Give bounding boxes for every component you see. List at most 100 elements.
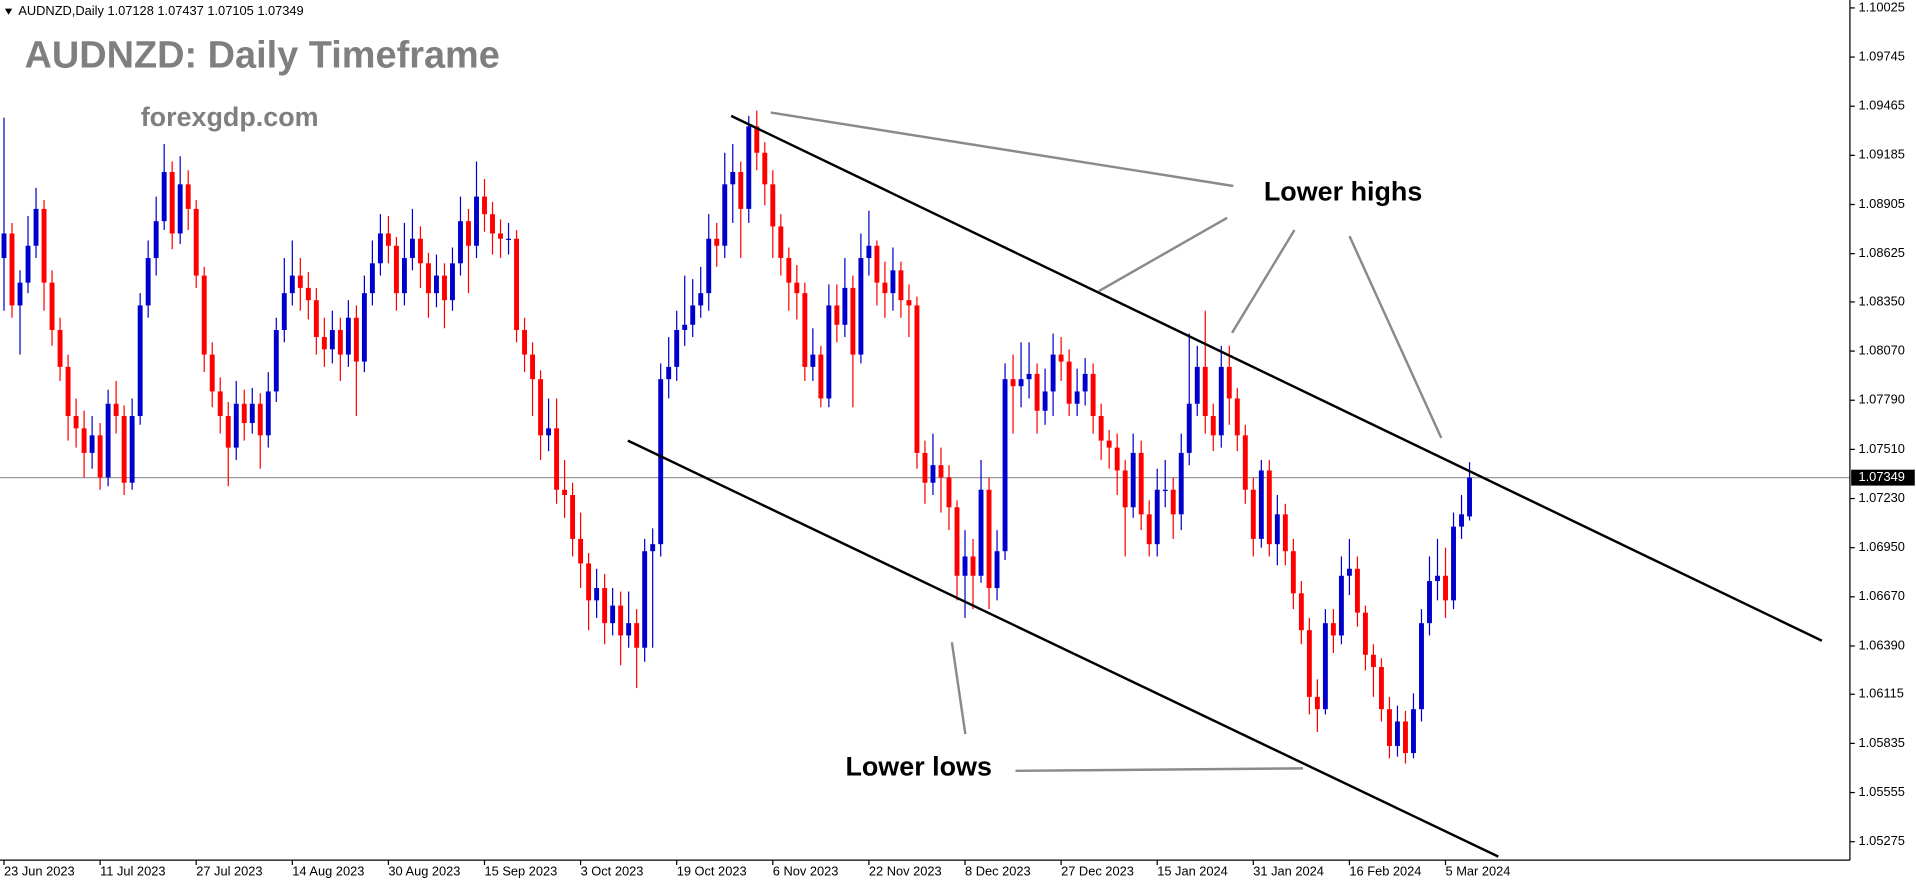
annotation: Lower highs <box>1264 176 1422 206</box>
candle-body <box>121 416 127 483</box>
candle-body <box>738 172 744 209</box>
price-label-box <box>1851 469 1915 486</box>
candle-body <box>65 366 71 417</box>
candle-body <box>922 452 928 483</box>
candle-body <box>73 416 79 429</box>
candle-body <box>1290 551 1296 594</box>
candle-body <box>1154 489 1160 545</box>
candle-body <box>1114 447 1120 471</box>
x-tick-label: 23 Jun 2023 <box>4 864 75 879</box>
candle-body <box>1387 709 1392 747</box>
y-tick-label: 1.07790 <box>1858 392 1904 407</box>
candle-body <box>417 238 423 264</box>
candle-body <box>281 293 287 331</box>
candle-body <box>594 588 600 601</box>
candle-body <box>113 403 119 417</box>
candle-body <box>898 270 904 301</box>
candle-body <box>193 208 199 276</box>
candle-body <box>682 324 688 331</box>
pointer-line <box>1098 216 1228 293</box>
candle-body <box>1202 366 1208 417</box>
candle-body <box>1258 470 1264 539</box>
candle-body <box>1443 575 1448 601</box>
candle-body <box>706 238 712 294</box>
candle-body <box>25 245 31 283</box>
candle-body <box>1322 623 1328 710</box>
chart-subtitle: forexgdp.com <box>141 102 319 132</box>
y-tick-label: 1.10025 <box>1858 0 1904 14</box>
x-tick-label: 27 Dec 2023 <box>1061 864 1134 879</box>
candle-body <box>1403 721 1408 754</box>
candle-body <box>450 263 455 301</box>
candle-body <box>161 172 167 222</box>
candle-body <box>882 282 888 294</box>
candle-body <box>466 221 471 246</box>
y-tick-label: 1.09465 <box>1858 98 1904 113</box>
y-tick-label: 1.05275 <box>1858 833 1904 848</box>
y-tick-label: 1.07230 <box>1858 490 1904 505</box>
candle-body <box>1002 379 1008 552</box>
candle-body <box>562 489 568 496</box>
candle-body <box>1274 514 1280 545</box>
candle-body <box>1042 391 1048 411</box>
candle-body <box>361 293 367 362</box>
candle-body <box>201 275 207 355</box>
trend-line <box>730 114 1823 642</box>
candle-body <box>658 379 664 545</box>
y-tick-label: 1.07510 <box>1858 441 1904 456</box>
candle-body <box>57 330 63 367</box>
candle-body <box>530 354 536 380</box>
candle-body <box>1178 452 1184 515</box>
candle-body <box>1378 667 1384 710</box>
candle-body <box>209 354 215 392</box>
candle-body <box>890 270 896 294</box>
candle-body <box>249 403 255 424</box>
candle-body <box>634 623 640 648</box>
candle-body <box>1362 612 1368 655</box>
candle-body <box>169 172 175 234</box>
candle-body <box>546 428 552 436</box>
candle-body <box>217 391 223 417</box>
symbol: AUDNZD,Daily <box>18 4 104 19</box>
candle-body <box>177 184 183 234</box>
candle-body <box>802 293 808 367</box>
candle-body <box>353 317 359 362</box>
candle-body <box>770 184 776 227</box>
candle-body <box>786 258 792 283</box>
candle-body <box>538 379 544 436</box>
candle-body <box>305 287 311 301</box>
y-tick-label: 1.08905 <box>1858 196 1904 211</box>
menu-triangle <box>4 8 13 15</box>
candle-body <box>233 403 239 448</box>
candle-body <box>818 354 824 399</box>
price-label: 1.07349 <box>1858 469 1904 484</box>
trend-line <box>627 439 1499 858</box>
header-open: 1.07128 <box>107 4 153 19</box>
chart-title: AUDNZD: Daily Timeframe <box>24 35 499 77</box>
candle-body <box>858 258 864 355</box>
candle-body <box>1218 366 1224 436</box>
y-tick-label: 1.09185 <box>1858 147 1904 162</box>
candle-body <box>978 489 984 576</box>
candle-body <box>49 282 55 331</box>
candle-body <box>482 196 487 215</box>
candle-body <box>1338 575 1344 636</box>
candle-body <box>265 391 271 436</box>
x-tick-label: 8 Dec 2023 <box>965 864 1031 879</box>
candle-body <box>602 588 608 624</box>
candle-body <box>1010 379 1016 387</box>
candle-body <box>1282 514 1288 552</box>
candle-body <box>474 196 479 246</box>
candle-body <box>586 563 592 601</box>
candle-body <box>1411 709 1416 754</box>
candle-body <box>1130 452 1136 508</box>
candle-body <box>89 435 95 453</box>
candle-body <box>754 126 760 153</box>
candle-body <box>377 233 383 264</box>
candle-body <box>866 245 872 259</box>
candle-body <box>1194 366 1200 404</box>
candle-body <box>930 465 936 483</box>
candle-body <box>129 416 135 483</box>
candle-body <box>105 403 111 478</box>
candle-body <box>17 282 23 306</box>
